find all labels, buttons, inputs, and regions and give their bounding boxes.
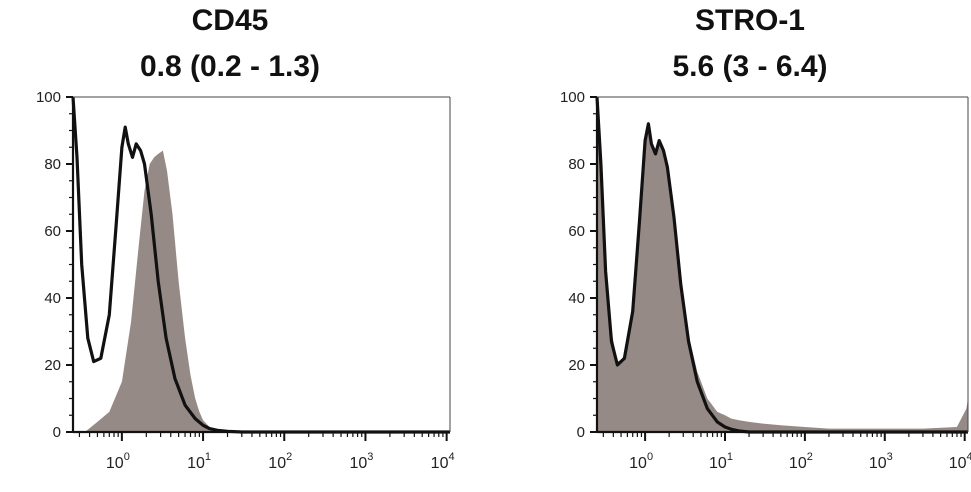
y-tick-label: 40: [44, 290, 61, 307]
x-tick-label: 102: [268, 451, 292, 472]
x-tick-label: 101: [187, 451, 211, 472]
chart-title: STRO-1: [694, 4, 805, 37]
histogram-plot: 0 20 40 60 80 100 100 101 102 103 104: [560, 89, 971, 472]
histogram-plot: 0 20 40 60 80 100 100 101 102 103 104: [36, 89, 455, 472]
y-tick-label: 100: [560, 89, 585, 106]
y-tick-label: 60: [568, 223, 585, 240]
y-tick-label: 40: [568, 290, 585, 307]
histogram-panel-stro-1: STRO-1 5.6 (3 - 6.4) 0 20 40 60 80 100 100 101 1…: [520, 0, 971, 492]
y-tick-label: 80: [568, 156, 585, 173]
chart-title: CD45: [191, 4, 269, 37]
y-tick-label: 20: [44, 357, 61, 374]
y-tick-label: 0: [53, 424, 61, 441]
x-tick-label: 100: [629, 451, 653, 472]
x-tick-label: 103: [349, 451, 373, 472]
x-tick-label: 102: [789, 451, 813, 472]
x-tick-label: 100: [106, 451, 130, 472]
y-tick-label: 20: [568, 357, 585, 374]
y-tick-label: 0: [577, 424, 585, 441]
x-tick-label: 103: [869, 451, 893, 472]
y-tick-label: 80: [44, 156, 61, 173]
x-tick-label: 104: [949, 451, 971, 472]
histogram-panel-cd45: CD45 0.8 (0.2 - 1.3) 0 20 40 60 80 100 100 101 1…: [0, 0, 460, 492]
x-tick-label: 104: [431, 451, 455, 472]
chart-subtitle: 0.8 (0.2 - 1.3): [139, 50, 321, 83]
filled-histogram-series: [73, 150, 450, 432]
x-tick-label: 101: [709, 451, 733, 472]
y-tick-label: 60: [44, 223, 61, 240]
chart-subtitle: 5.6 (3 - 6.4): [672, 50, 828, 83]
y-tick-label: 100: [36, 89, 61, 106]
